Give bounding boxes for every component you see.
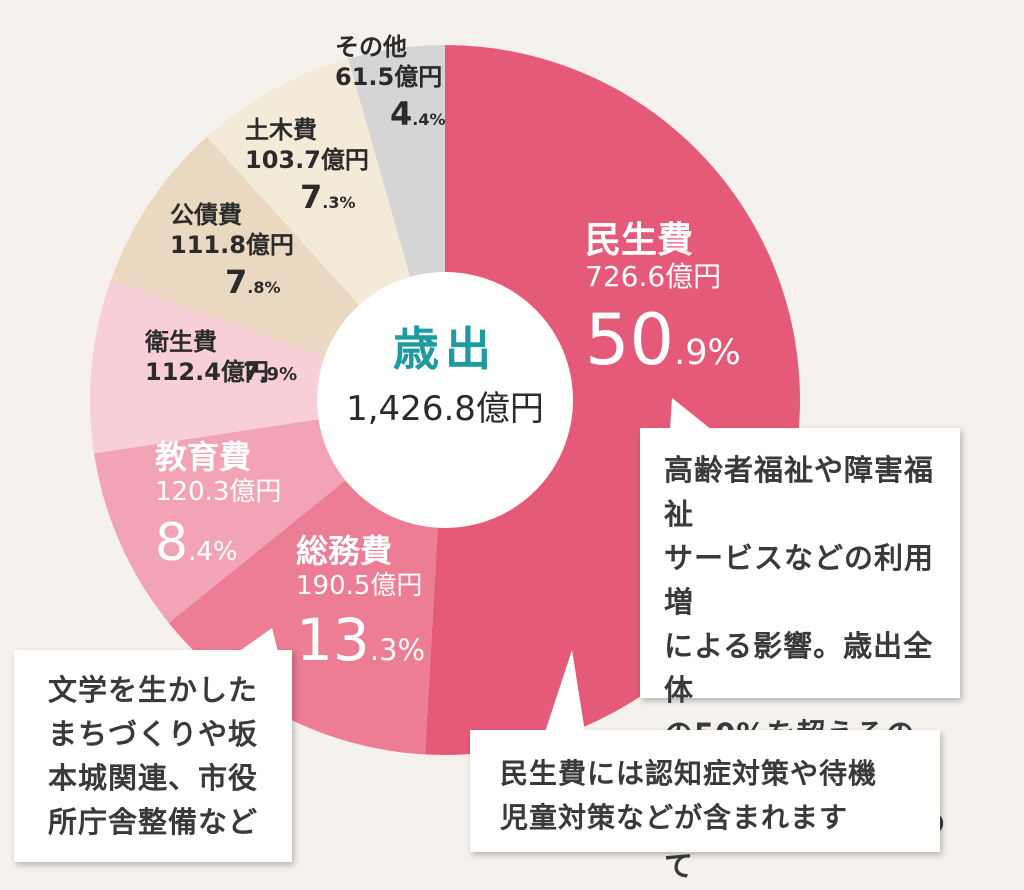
slice-percent-label: 4.4% xyxy=(390,95,446,133)
slice-percent-label: 7.3% xyxy=(300,178,356,216)
slice-name-label: 総務費 xyxy=(296,532,392,570)
slice-amount-label: 111.8億円 xyxy=(170,231,294,259)
slice-amount-label: 726.6億円 xyxy=(585,260,721,293)
slice-name-label: 教育費 xyxy=(155,438,251,476)
slice-name-label: その他 xyxy=(335,33,407,61)
slice-percent-label: 13.3% xyxy=(296,606,425,674)
center-title: 歳出 xyxy=(393,322,497,376)
callout-line: による影響。歳出全体 xyxy=(664,629,934,707)
donut-hole xyxy=(317,272,573,528)
callout-line: 高齢者福祉や障害福祉 xyxy=(664,453,935,531)
slice-name-label: 民生費 xyxy=(585,220,693,261)
callout-welfare-reason: 高齢者福祉や障害福祉 サービスなどの利用増 による影響。歳出全体 の50%を超え… xyxy=(640,428,960,883)
slice-percent-label: 50.9% xyxy=(585,299,741,381)
slice-name-label: 衛生費 xyxy=(144,328,217,356)
slice-amount-label: 61.5億円 xyxy=(335,63,442,91)
slice-percent-label: 8.4% xyxy=(155,513,238,573)
slice-percent-label: 7.9% xyxy=(243,358,297,386)
slice-percent-label: 7.8% xyxy=(225,263,281,301)
callout-line: 所庁舎整備など xyxy=(48,805,259,839)
slice-amount-label: 112.4億円 xyxy=(145,358,269,386)
slice-amount-label: 103.7億円 xyxy=(245,146,369,174)
callout-line: 本城関連、市役 xyxy=(48,761,259,795)
callout-general-affairs: 文学を生かした まちづくりや坂 本城関連、市役 所庁舎整備など xyxy=(14,650,292,862)
callout-welfare-detail: 民生費には認知症対策や待機 児童対策などが含まれます xyxy=(470,730,940,852)
slice-amount-label: 190.5億円 xyxy=(296,571,422,601)
callout-line: 民生費には認知症対策や待機 xyxy=(500,757,878,790)
callout-line: サービスなどの利用増 xyxy=(664,541,935,619)
callout-line: まちづくりや坂 xyxy=(48,717,259,751)
slice-name-label: 土木費 xyxy=(245,116,317,144)
slice-name-label: 公債費 xyxy=(170,201,242,229)
center-total: 1,426.8億円 xyxy=(346,389,544,429)
callout-line: 児童対策などが含まれます xyxy=(500,801,849,834)
slice-amount-label: 120.3億円 xyxy=(155,477,281,507)
callout-line: 文学を生かした xyxy=(48,673,259,707)
